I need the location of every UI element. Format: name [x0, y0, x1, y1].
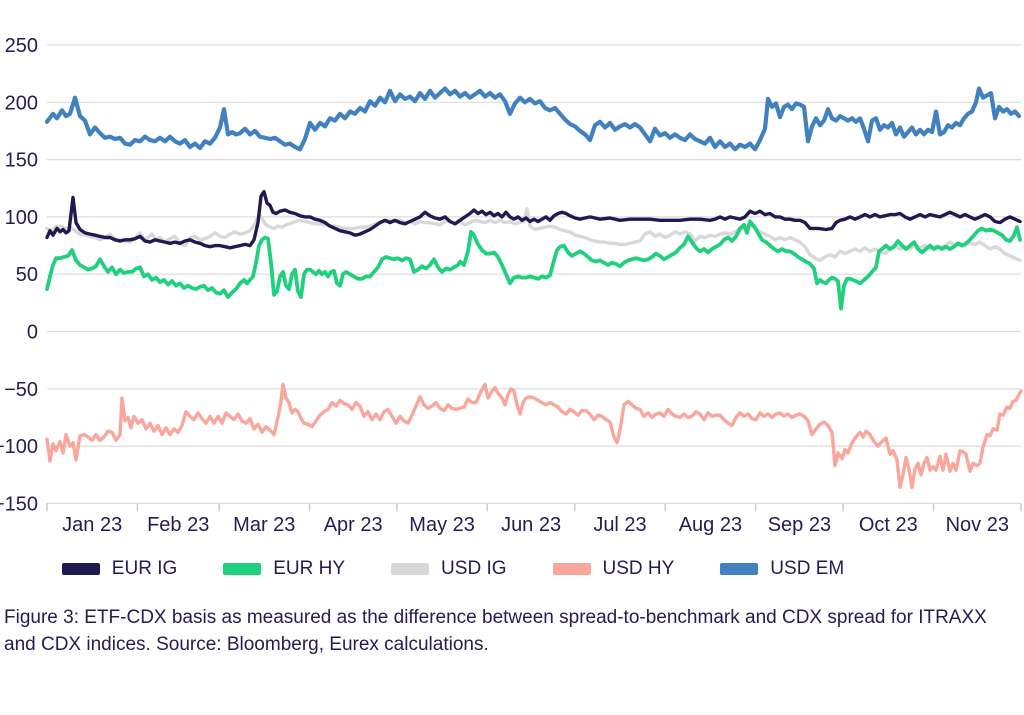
legend-label: USD IG	[441, 558, 507, 579]
chart-area: 250 200 150 100 50 0 −50 −100 −150 Jan 23 Feb 23 Ma…	[0, 35, 1023, 536]
legend-label: EUR IG	[111, 558, 178, 579]
series-line-eur-ig	[45, 189, 1022, 250]
x-axis-tick-label: Mar 23	[233, 514, 295, 536]
x-axis-tick-label: Nov 23	[946, 514, 1009, 536]
y-axis-tick-label: 200	[5, 92, 38, 114]
y-axis-tick-label: 150	[5, 150, 38, 172]
x-axis-tick-label: Feb 23	[147, 514, 209, 536]
legend-label: USD HY	[602, 558, 675, 579]
y-axis-tick-label: −100	[0, 436, 38, 458]
legend-swatch-icon	[720, 563, 759, 575]
legend-label: EUR HY	[273, 558, 346, 579]
legend-item-eur-hy: EUR HY	[223, 558, 345, 580]
figure-caption: Figure 3: ETF-CDX basis as measured as t…	[4, 607, 987, 655]
x-axis-tick-label: May 23	[409, 514, 475, 536]
x-axis-tick-label: Oct 23	[859, 514, 918, 536]
legend-swatch-icon	[223, 563, 262, 575]
y-axis-tick-label: 0	[27, 322, 38, 344]
y-axis-tick-label: −150	[0, 493, 38, 515]
x-axis-tick-label: Apr 23	[324, 514, 383, 536]
y-axis-tick-label: 100	[5, 207, 38, 229]
y-axis-tick-label: 250	[5, 35, 38, 57]
x-axis-tick-label: Aug 23	[679, 514, 742, 536]
series-line-usd-hy	[45, 382, 1023, 490]
legend-label: USD EM	[770, 558, 845, 579]
line-chart-canvas: 250 200 150 100 50 0 −50 −100 −150 Jan 23 Feb 23 Ma…	[0, 35, 1023, 536]
chart-legend: EUR IG EUR HY USD IG USD HY USD EM	[0, 548, 1024, 590]
y-axis-tick-label: −50	[4, 379, 38, 401]
x-axis-tick-label: Sep 23	[768, 514, 831, 536]
legend-item-usd-ig: USD IG	[391, 558, 507, 580]
x-axis-tick-label: Jun 23	[501, 514, 561, 536]
legend-swatch-icon	[61, 563, 100, 575]
x-axis-tick-label: Jan 23	[62, 514, 122, 536]
legend-item-usd-em: USD EM	[720, 558, 844, 580]
series-line-usd-ig	[45, 207, 1022, 263]
y-axis-tick-label: 50	[16, 264, 38, 286]
legend-item-usd-hy: USD HY	[552, 558, 675, 580]
legend-item-eur-ig: EUR IG	[61, 558, 178, 580]
series-line-usd-em	[44, 86, 1022, 152]
series-line-eur-hy	[45, 219, 1022, 311]
legend-swatch-icon	[391, 563, 430, 575]
legend-swatch-icon	[552, 563, 591, 575]
x-axis-tick-label: Jul 23	[593, 514, 646, 536]
